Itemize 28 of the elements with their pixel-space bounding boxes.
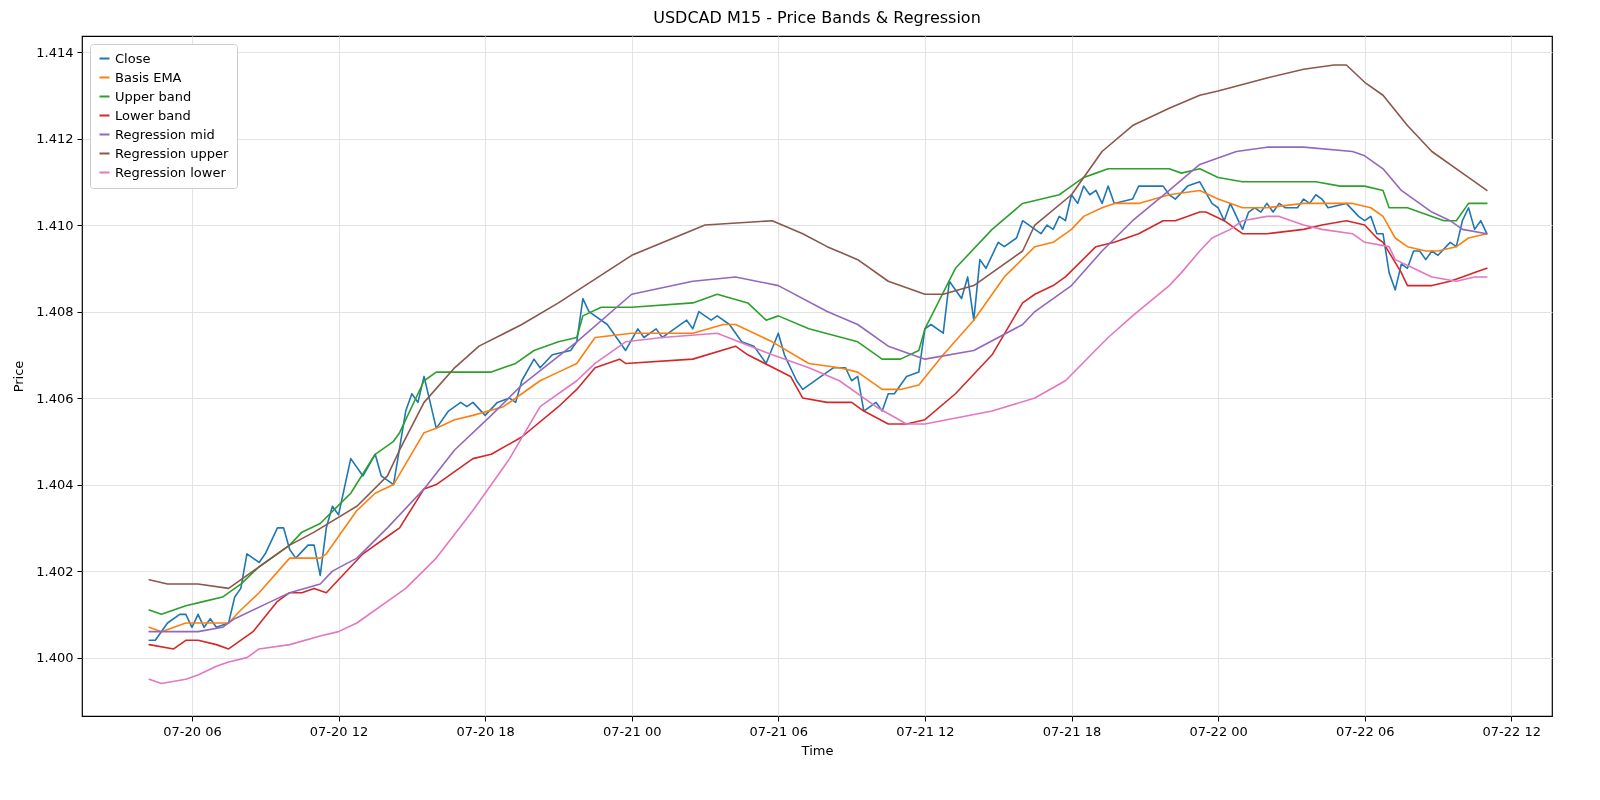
x-tick-label: 07-22 00 — [1189, 723, 1248, 739]
legend-label: Basis EMA — [115, 69, 182, 85]
y-tick-label: 1.414 — [36, 44, 74, 60]
x-tick-label: 07-22 06 — [1335, 723, 1395, 739]
x-tick-label: 07-20 18 — [456, 723, 515, 739]
x-axis-title: Time — [800, 742, 834, 758]
chart-title: USDCAD M15 - Price Bands & Regression — [653, 8, 981, 27]
x-tick-label: 07-21 00 — [603, 723, 662, 739]
x-tick-label: 07-21 18 — [1042, 723, 1102, 739]
x-tick-label: 07-21 12 — [896, 723, 955, 739]
y-tick-label: 1.406 — [36, 390, 74, 406]
legend-label: Lower band — [115, 107, 191, 123]
x-tick-label: 07-20 06 — [163, 723, 222, 739]
legend-label: Close — [115, 50, 151, 66]
x-tick-label: 07-22 12 — [1482, 723, 1542, 739]
legend-label: Upper band — [115, 88, 192, 104]
legend-label: Regression mid — [115, 126, 215, 142]
y-tick-label: 1.404 — [36, 477, 74, 493]
y-tick-label: 1.410 — [36, 217, 74, 233]
y-tick-label: 1.408 — [36, 304, 74, 320]
legend-label: Regression upper — [115, 145, 229, 161]
y-tick-label: 1.412 — [36, 131, 74, 147]
x-tick-label: 07-21 06 — [749, 723, 809, 739]
y-tick-label: 1.402 — [36, 563, 74, 579]
legend-label: Regression lower — [115, 164, 227, 180]
y-axis-title: Price — [11, 360, 27, 393]
y-tick-label: 1.400 — [36, 650, 74, 666]
x-tick-label: 07-20 12 — [309, 723, 369, 739]
